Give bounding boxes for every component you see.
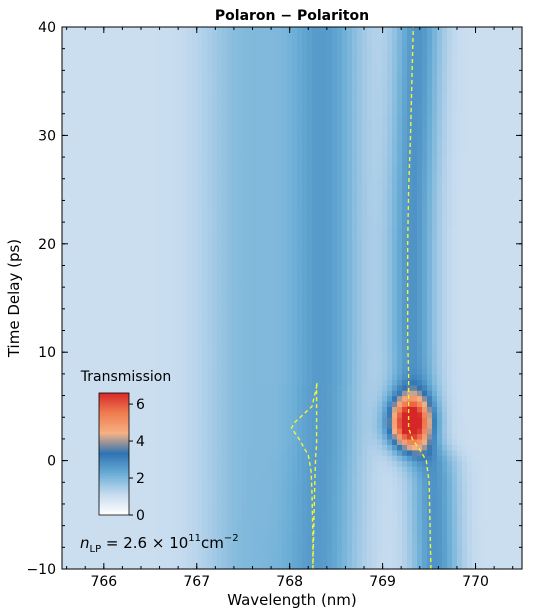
colorbar-tick-label: 0 [136, 508, 145, 524]
colorbar-segment [99, 500, 129, 504]
y-tick-label: 20 [38, 237, 56, 253]
colorbar-segment [99, 411, 129, 414]
colorbar-segment [99, 449, 129, 453]
colorbar-segment [99, 407, 129, 410]
colorbar-segment [99, 423, 129, 427]
colorbar-segment [99, 480, 129, 484]
colorbar-segment [99, 405, 129, 408]
colorbar-segment [99, 419, 129, 423]
colorbar-segment [99, 486, 129, 490]
colorbar-segment [99, 506, 129, 510]
x-tick-label: 769 [369, 574, 396, 590]
chart-title: Polaron − Polariton [215, 8, 369, 24]
annotation-middle: = 2.6 × 10 [101, 534, 188, 552]
y-tick-label: 40 [38, 20, 56, 36]
colorbar-segment [99, 474, 129, 477]
colorbar-segment [99, 393, 129, 396]
colorbar-segment [99, 445, 129, 449]
colorbar-segment [99, 482, 129, 486]
colorbar-segment [99, 433, 129, 437]
dashed-line-1 [290, 382, 319, 570]
colorbar-segment [99, 447, 129, 451]
colorbar-segment [99, 478, 129, 482]
colorbar-segment [99, 512, 129, 516]
colorbar-segment [99, 439, 129, 443]
heatmap-image [62, 27, 523, 570]
colorbar-segment [99, 413, 129, 416]
colorbar-segment [99, 399, 129, 402]
colorbar-segment [99, 403, 129, 406]
colorbar-segment [99, 468, 129, 471]
colorbar-tick-label: 4 [136, 434, 145, 450]
colorbar-tick-label: 6 [136, 397, 145, 413]
colorbar-segment [99, 431, 129, 435]
y-axis-label: Time Delay (ps) [5, 239, 23, 358]
colorbar-tick-label: 2 [136, 471, 145, 487]
colorbar: Transmission 0 2 4 6 [80, 369, 171, 524]
colorbar-segment [99, 409, 129, 412]
y-tick-label: 30 [38, 128, 56, 144]
colorbar-segment [99, 462, 129, 465]
x-tick-label: 770 [462, 574, 489, 590]
colorbar-segment [99, 460, 129, 463]
colorbar-segment [99, 435, 129, 439]
colorbar-segment [99, 417, 129, 421]
colorbar-segment [99, 421, 129, 425]
x-tick-label: 768 [276, 574, 303, 590]
colorbar-segment [99, 456, 129, 459]
colorbar-segment [99, 470, 129, 473]
colorbar-segment [99, 490, 129, 494]
colorbar-segment [99, 427, 129, 431]
colorbar-segment [99, 508, 129, 512]
annotation-base: n [80, 534, 90, 552]
x-tick-label: 766 [90, 574, 117, 590]
colorbar-segment [99, 502, 129, 506]
colorbar-segment [99, 476, 129, 479]
colorbar-segment [99, 451, 129, 455]
colorbar-segment [99, 429, 129, 433]
dashed-lines [290, 26, 432, 570]
colorbar-segment [99, 454, 129, 457]
y-tick-label: 0 [47, 454, 56, 470]
x-axis-label: Wavelength (nm) [227, 591, 357, 609]
colorbar-segment [99, 401, 129, 404]
annotation-base-sub: LP [90, 544, 102, 555]
colorbar-segment [99, 494, 129, 498]
x-axis: 766 767 768 769 770 [66, 27, 514, 590]
colorbar-segment [99, 472, 129, 475]
plot-frame [61, 26, 523, 570]
colorbar-segment [99, 484, 129, 488]
y-tick-label: −10 [26, 562, 56, 578]
colorbar-segment [99, 504, 129, 508]
x-tick-label: 767 [183, 574, 210, 590]
colorbar-segment [99, 425, 129, 429]
colorbar-frame [98, 392, 130, 516]
colorbar-segment [99, 443, 129, 447]
density-annotation: nLP = 2.6 × 1011cm−2 [80, 533, 239, 555]
colorbar-segment [99, 458, 129, 461]
annotation-unit: cm [201, 534, 224, 552]
colorbar-segment [99, 397, 129, 400]
annotation-unit-exp: −2 [224, 533, 239, 544]
colorbar-segment [99, 498, 129, 502]
colorbar-segment [99, 464, 129, 467]
colorbar-segment [99, 510, 129, 514]
colorbar-segment [99, 488, 129, 492]
dashed-line-2 [407, 26, 432, 570]
colorbar-label: Transmission [80, 369, 171, 385]
colorbar-segment [99, 395, 129, 398]
colorbar-segment [99, 415, 129, 418]
y-tick-label: 10 [38, 345, 56, 361]
annotation-exp: 11 [188, 533, 201, 544]
colorbar-segment [99, 466, 129, 469]
colorbar-segment [99, 492, 129, 496]
colorbar-segment [99, 496, 129, 500]
colorbar-segment [99, 437, 129, 441]
colorbar-segment [99, 441, 129, 445]
